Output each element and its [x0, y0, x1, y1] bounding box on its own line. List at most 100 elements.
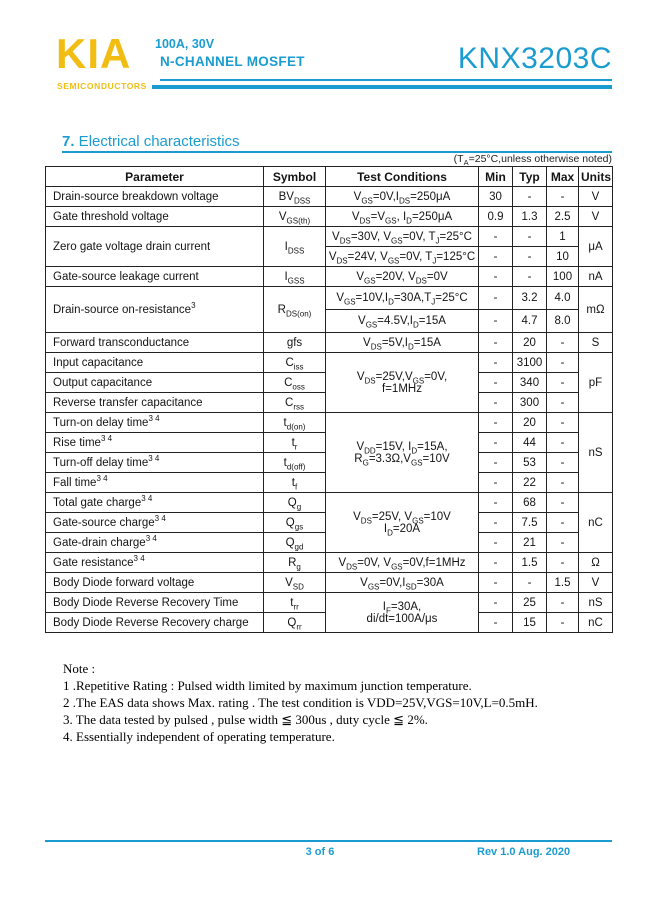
- table-cell: -: [546, 452, 579, 473]
- table-cell: 25: [512, 592, 547, 613]
- column-header: Test Conditions: [325, 166, 479, 187]
- table-cell: tr: [263, 432, 326, 453]
- table-cell: -: [546, 186, 579, 207]
- table-cell: 20: [512, 412, 547, 433]
- table-cell: td(off): [263, 452, 326, 473]
- table-cell: -: [546, 592, 579, 613]
- table-cell: nC: [578, 492, 613, 553]
- kia-logo-subtext: SEMICONDUCTORS: [57, 81, 147, 91]
- table-cell: -: [512, 266, 547, 287]
- table-cell: Reverse transfer capacitance: [45, 392, 264, 413]
- table-cell: -: [478, 226, 513, 247]
- note-item: 2 .The EAS data shows Max. rating . The …: [63, 695, 538, 710]
- notes-title: Note :: [63, 661, 96, 676]
- device-rating: 100A, 30V: [155, 37, 215, 51]
- table-cell: tf: [263, 472, 326, 493]
- table-cell: Forward transconductance: [45, 332, 264, 353]
- table-cell: -: [546, 612, 579, 633]
- table-cell: Turn-off delay time3 4: [45, 452, 264, 473]
- table-cell: Rg: [263, 552, 326, 573]
- table-cell: Gate-source leakage current: [45, 266, 264, 287]
- table-cell: -: [478, 266, 513, 287]
- table-cell: trr: [263, 592, 326, 613]
- table-cell: IF=30A, di/dt=100A/μs: [325, 592, 479, 633]
- table-cell: -: [478, 412, 513, 433]
- table-cell: -: [478, 372, 513, 393]
- table-cell: 10: [546, 246, 579, 267]
- table-cell: Qgs: [263, 512, 326, 533]
- table-cell: 1.5: [546, 572, 579, 593]
- table-cell: 100: [546, 266, 579, 287]
- table-row: Forward transconductance gfs VDS=5V,ID=15A…: [45, 332, 613, 353]
- table-cell: Turn-on delay time3 4: [45, 412, 264, 433]
- table-cell: Output capacitance: [45, 372, 264, 393]
- table-cell: -: [478, 572, 513, 593]
- column-header: Min: [478, 166, 513, 187]
- electrical-characteristics-table: Parameter Symbol Test Conditions Min Typ Max U…: [45, 166, 613, 633]
- table-cell: -: [478, 472, 513, 493]
- table-cell: V: [578, 206, 613, 227]
- footer-rule: [45, 840, 612, 842]
- table-cell: 53: [512, 452, 547, 473]
- table-cell: -: [478, 352, 513, 373]
- table-cell: 15: [512, 612, 547, 633]
- table-cell: -: [478, 532, 513, 553]
- kia-logo: KIA: [56, 30, 132, 77]
- table-row: Output capacitance Coss -340-: [45, 372, 613, 393]
- column-header: Parameter: [45, 166, 264, 187]
- table-row: Gate-source leakage current IGSS VGS=20V, …: [45, 266, 613, 287]
- table-cell: 340: [512, 372, 547, 393]
- table-cell: VDS=24V, VGS=0V, TJ=125°C: [325, 246, 479, 267]
- table-row: Gate resistance3 4 Rg VDS=0V, VGS=0V,f=1MH…: [45, 552, 613, 573]
- column-header: Typ: [512, 166, 547, 187]
- section-title: 7. Electrical characteristics: [62, 133, 240, 150]
- table-cell: Fall time3 4: [45, 472, 264, 493]
- table-cell: VGS=0V,IDS=250μA: [325, 186, 479, 207]
- table-cell: nS: [578, 592, 613, 613]
- table-cell: mΩ: [578, 286, 613, 333]
- column-header: Max: [546, 166, 579, 187]
- table-cell: S: [578, 332, 613, 353]
- section-title-text: Electrical characteristics: [74, 133, 240, 150]
- table-row: Reverse transfer capacitance Crss -300-: [45, 392, 613, 413]
- table-cell: 300: [512, 392, 547, 413]
- table-cell: Gate-drain charge3 4: [45, 532, 264, 553]
- table-cell: Input capacitance: [45, 352, 264, 373]
- table-cell: 21: [512, 532, 547, 553]
- table-cell: 3.2: [512, 286, 547, 310]
- table-cell: Drain-source breakdown voltage: [45, 186, 264, 207]
- table-cell: -: [478, 512, 513, 533]
- table-cell: -: [546, 392, 579, 413]
- table-cell: VGS=10V,ID=30A,TJ=25°C: [325, 286, 479, 310]
- table-cell: 44: [512, 432, 547, 453]
- table-cell: Gate threshold voltage: [45, 206, 264, 227]
- table-cell: V: [578, 186, 613, 207]
- table-cell: gfs: [263, 332, 326, 353]
- table-cell: -: [478, 432, 513, 453]
- header-rule-thick: [152, 85, 612, 89]
- table-cell: -: [478, 309, 513, 333]
- table-cell: 30: [478, 186, 513, 207]
- table-cell: nC: [578, 612, 613, 633]
- table-cell: -: [512, 572, 547, 593]
- table-cell: -: [546, 472, 579, 493]
- table-cell: 2.5: [546, 206, 579, 227]
- table-cell: 8.0: [546, 309, 579, 333]
- table-cell: 68: [512, 492, 547, 513]
- device-type: N-CHANNEL MOSFET: [160, 54, 305, 69]
- table-row: Total gate charge3 4 Qg VDS=25V, VGS=10V ID…: [45, 492, 613, 553]
- table-cell: VGS(th): [263, 206, 326, 227]
- note-item: 1 .Repetitive Rating : Pulsed width limi…: [63, 678, 472, 693]
- table-cell: -: [546, 512, 579, 533]
- table-cell: Ω: [578, 552, 613, 573]
- table-cell: -: [546, 412, 579, 433]
- table-cell: 1.3: [512, 206, 547, 227]
- table-cell: RDS(on): [263, 286, 326, 333]
- table-cell: -: [478, 246, 513, 267]
- table-cell: -: [546, 372, 579, 393]
- table-cell: VDS=VGS, ID=250μA: [325, 206, 479, 227]
- table-cell: Coss: [263, 372, 326, 393]
- table-cell: Qgd: [263, 532, 326, 553]
- table-cell: Gate resistance3 4: [45, 552, 264, 573]
- table-cell: -: [478, 492, 513, 513]
